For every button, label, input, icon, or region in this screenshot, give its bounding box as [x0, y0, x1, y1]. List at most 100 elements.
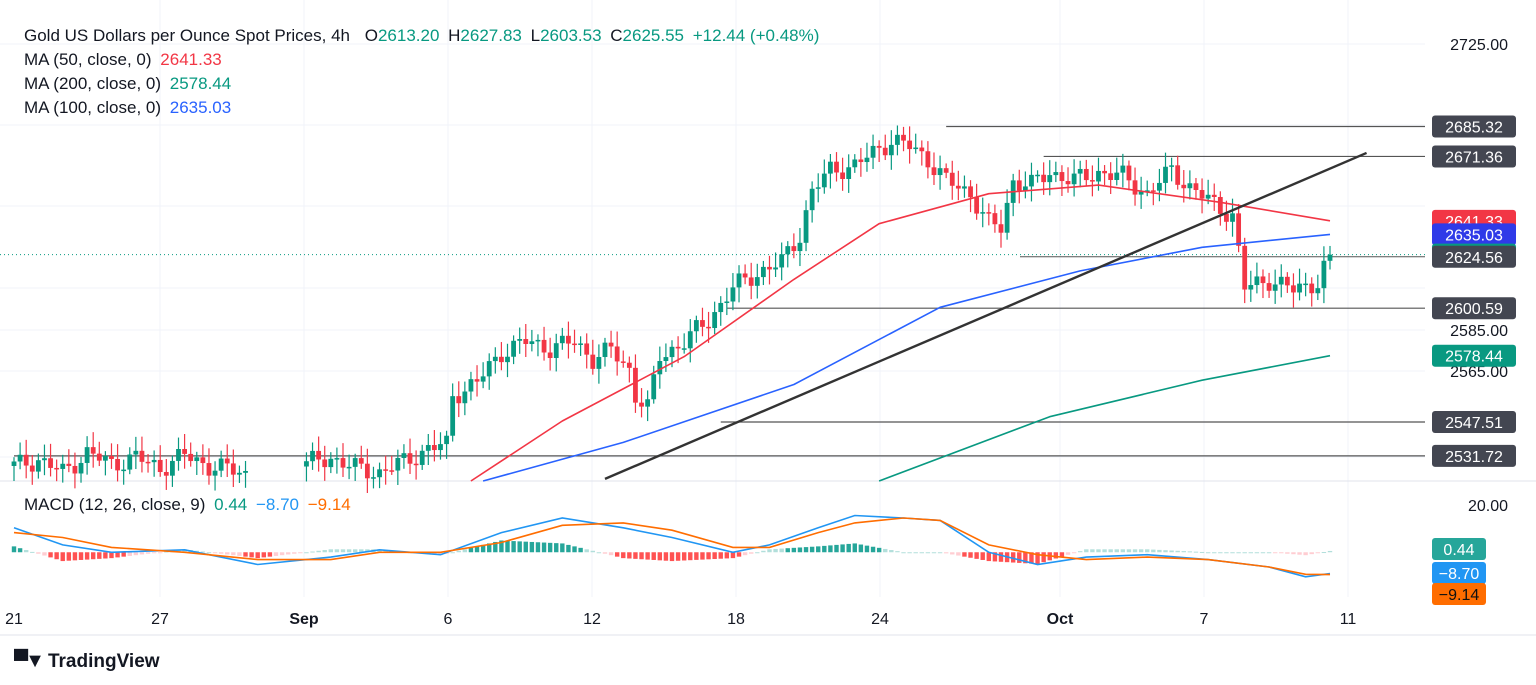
- candle-body: [949, 172, 955, 186]
- macd-histogram-bar: [84, 552, 90, 560]
- macd-histogram-bar: [377, 549, 382, 553]
- candle-body: [815, 187, 821, 189]
- candle-body: [687, 331, 693, 349]
- macd-histogram-bar: [1108, 549, 1113, 553]
- price-tag-level: [1432, 411, 1516, 434]
- macd-histogram-bar: [1017, 552, 1022, 563]
- candle-body: [1260, 276, 1266, 284]
- horizontal-levels[interactable]: [0, 125, 1425, 457]
- macd-histogram-bar: [115, 552, 120, 558]
- change-value: +12.44 (+0.48%): [692, 26, 820, 45]
- candle-body: [620, 361, 626, 363]
- macd-histogram-bar: [621, 552, 626, 559]
- legend-ma200[interactable]: MA (200, close, 0) 2578.44: [24, 74, 235, 94]
- candle-body: [1016, 180, 1022, 191]
- candle-body: [712, 312, 718, 329]
- macd-histogram-bar: [1224, 552, 1229, 554]
- tradingview-logo[interactable]: ▀▼ TradingView: [14, 650, 160, 673]
- macd-histogram-bar: [346, 549, 352, 553]
- macd-histogram-bar: [1230, 552, 1235, 554]
- macd-histogram-bar: [450, 552, 455, 554]
- symbol-title[interactable]: Gold US Dollars per Ounce Spot Prices, 4…: [24, 26, 350, 45]
- candle-body: [876, 145, 882, 148]
- candle-body: [42, 458, 47, 461]
- macd-histogram-bar: [127, 552, 132, 556]
- macd-histogram-bar: [1279, 552, 1284, 554]
- macd-histogram-bar: [304, 552, 309, 554]
- legend-ma50[interactable]: MA (50, close, 0) 2641.33: [24, 50, 226, 70]
- macd-histogram-bar: [66, 552, 72, 561]
- candle-body: [1169, 165, 1174, 167]
- macd-histogram-bar: [1157, 549, 1162, 553]
- macd-histogram-bar: [206, 552, 212, 554]
- candle-body: [511, 340, 516, 357]
- macd-histogram-bar: [17, 548, 23, 553]
- macd-histogram-bar: [1029, 552, 1034, 564]
- candle-body: [992, 213, 998, 225]
- candle-body: [1217, 196, 1223, 214]
- macd-histogram-bar: [1266, 552, 1272, 554]
- candle-body: [505, 356, 510, 363]
- candle-body: [1321, 260, 1327, 289]
- macd-histogram-bar: [11, 546, 17, 553]
- time-tick-label: 27: [151, 611, 169, 628]
- candle-body: [90, 447, 96, 454]
- candle-body: [803, 210, 809, 243]
- candle-body: [60, 463, 66, 469]
- candle-body: [590, 354, 596, 369]
- macd-histogram-bar: [121, 552, 126, 557]
- macd-histogram-bar: [852, 543, 857, 553]
- macd-histogram-bar: [1053, 552, 1059, 559]
- low-value: 2603.53: [540, 26, 602, 45]
- macd-histogram-bar: [109, 552, 114, 559]
- time-tick-label: 21: [5, 611, 23, 628]
- candle-body: [218, 458, 224, 471]
- candle-body: [1303, 283, 1309, 286]
- ma200-label: MA (200, close, 0): [24, 74, 162, 93]
- macd-histogram-bar: [712, 552, 717, 560]
- macd-histogram-bar: [541, 542, 547, 553]
- macd-histogram-bar: [1096, 549, 1101, 553]
- candle-body: [310, 450, 315, 462]
- legend-ma100[interactable]: MA (100, close, 0) 2635.03: [24, 98, 235, 118]
- trendline[interactable]: [604, 151, 1368, 480]
- candle-body: [127, 454, 133, 470]
- candle-body: [633, 367, 638, 403]
- ma200-value: 2578.44: [169, 74, 232, 93]
- macd-histogram-bar: [261, 552, 266, 558]
- candle-body: [230, 463, 236, 475]
- candle-body: [572, 343, 577, 346]
- candle-body: [700, 320, 705, 327]
- macd-histogram-bar: [535, 542, 541, 553]
- candle-body: [846, 167, 852, 179]
- price-tick-label: 2725.00: [1450, 37, 1508, 54]
- candle-body: [955, 185, 961, 189]
- macd-histogram-bar: [755, 552, 760, 554]
- candle-body: [1284, 276, 1290, 286]
- candle-body: [389, 470, 395, 472]
- macd-histogram-bar: [596, 552, 602, 554]
- candle-body: [316, 450, 322, 460]
- candle-body: [797, 242, 803, 252]
- macd-histogram-bar: [1260, 552, 1266, 554]
- candle-body: [462, 391, 468, 404]
- macd-histogram-bar: [1090, 549, 1095, 553]
- macd-histogram-bar: [883, 548, 888, 553]
- candle-body: [1205, 194, 1211, 199]
- candle-body: [340, 458, 346, 468]
- candle-body: [1181, 184, 1187, 189]
- candle-body: [681, 348, 687, 350]
- macd-histogram-bar: [182, 549, 187, 553]
- candle-body: [84, 447, 90, 463]
- macd-histogram-bar: [688, 552, 693, 561]
- macd-histogram-bar: [974, 552, 979, 559]
- candle-body: [1211, 194, 1217, 197]
- macd-histogram-bar: [1291, 552, 1296, 555]
- macd-histogram-bar: [876, 547, 882, 553]
- macd-histogram-bar: [1071, 552, 1077, 554]
- legend-macd[interactable]: MACD (12, 26, close, 9) 0.44 −8.70 −9.14: [24, 495, 355, 515]
- macd-histogram-bar: [608, 552, 614, 556]
- macd-pane: [11, 514, 1333, 578]
- macd-histogram-bar: [1254, 552, 1260, 554]
